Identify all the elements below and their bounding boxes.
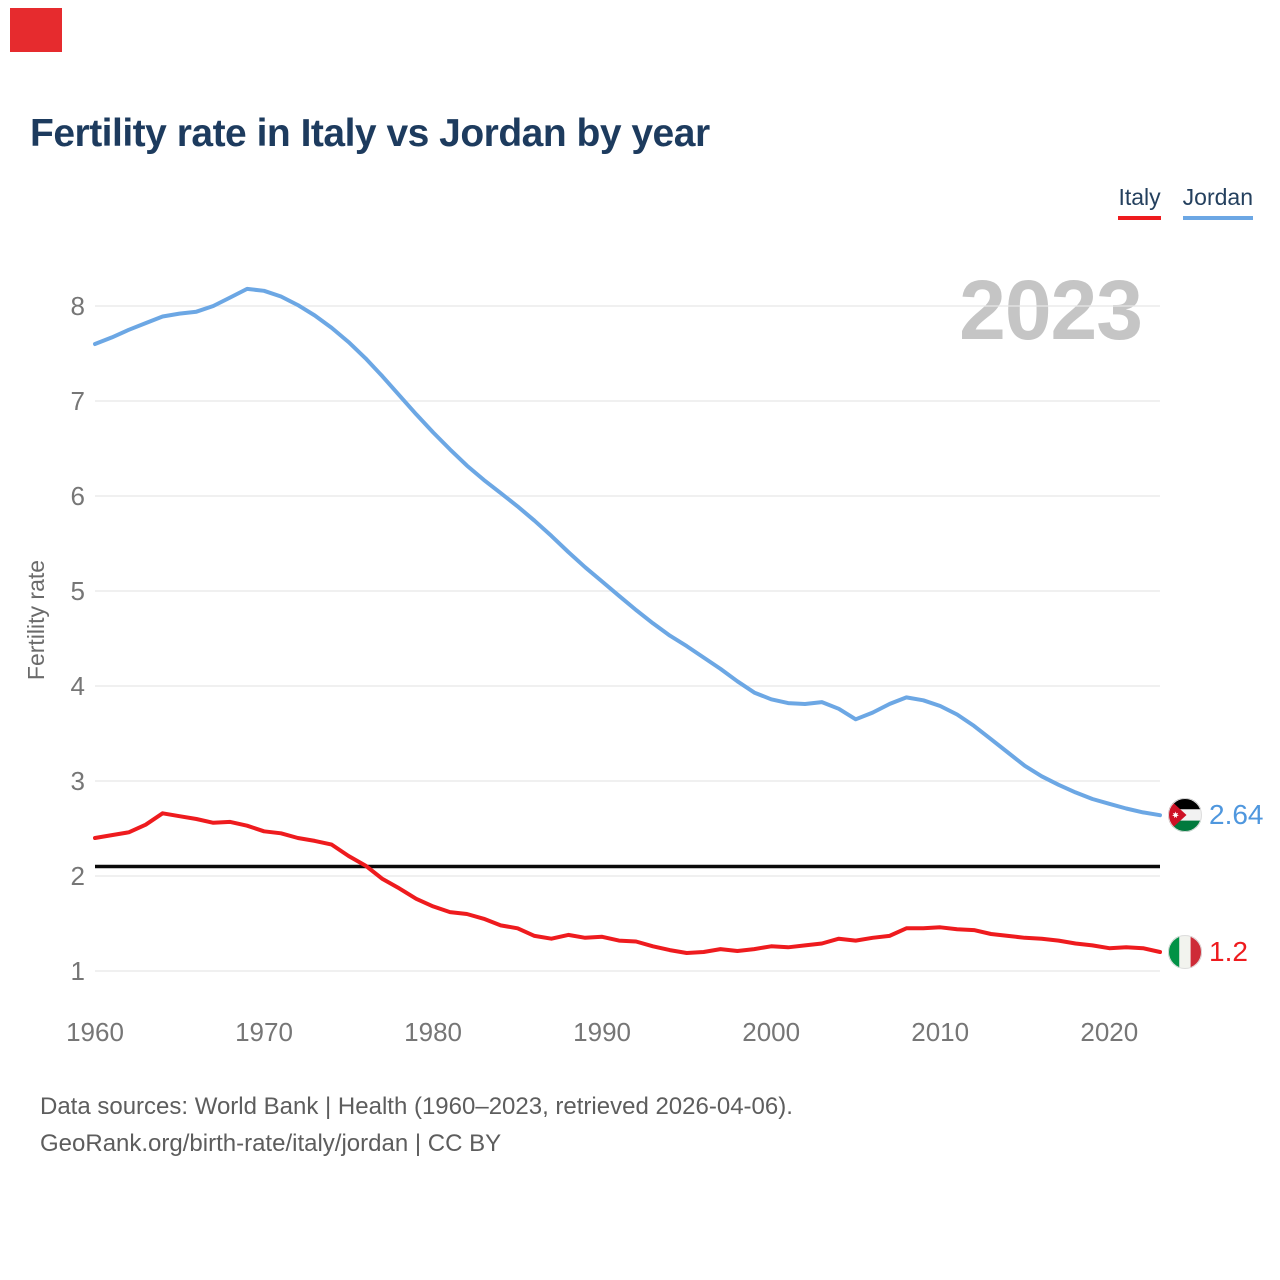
x-tick-label: 1990	[573, 1017, 631, 1047]
legend-item-italy[interactable]: Italy	[1118, 184, 1161, 220]
jordan-flag-svg	[1168, 798, 1202, 832]
y-tick-label: 6	[71, 481, 85, 511]
footer: Data sources: World Bank | Health (1960–…	[40, 1088, 793, 1162]
y-tick-label: 5	[71, 576, 85, 606]
jordan-flag-icon	[1168, 798, 1202, 832]
y-tick-label: 8	[71, 291, 85, 321]
y-tick-label: 1	[71, 956, 85, 986]
italy-series-line	[93, 811, 1162, 955]
chart-title: Fertility rate in Italy vs Jordan by yea…	[30, 112, 710, 155]
y-tick-label: 2	[71, 861, 85, 891]
x-tick-label: 1960	[66, 1017, 124, 1047]
red-marker	[10, 8, 62, 52]
y-tick-label: 3	[71, 766, 85, 796]
x-tick-label: 2000	[742, 1017, 800, 1047]
y-tick-label: 7	[71, 386, 85, 416]
italy-end-value: 1.2	[1209, 936, 1248, 967]
legend-item-jordan[interactable]: Jordan	[1182, 184, 1253, 220]
x-tick-label: 1970	[235, 1017, 293, 1047]
x-tick-label: 1980	[404, 1017, 462, 1047]
x-tick-label: 2020	[1080, 1017, 1138, 1047]
footer-attribution: GeoRank.org/birth-rate/italy/jordan | CC…	[40, 1130, 502, 1157]
legend: Italy Jordan	[1118, 184, 1253, 220]
italy-flag-icon	[1168, 935, 1202, 969]
x-tick-label: 2010	[911, 1017, 969, 1047]
italy-flag-svg	[1168, 935, 1202, 969]
year-watermark: 2023	[959, 263, 1143, 357]
footer-sources: Data sources: World Bank | Health (1960–…	[40, 1093, 793, 1120]
y-axis-title: Fertility rate	[23, 560, 49, 680]
jordan-series-line	[93, 286, 1162, 818]
jordan-end-value: 2.64	[1209, 799, 1264, 830]
y-tick-label: 4	[71, 671, 85, 701]
